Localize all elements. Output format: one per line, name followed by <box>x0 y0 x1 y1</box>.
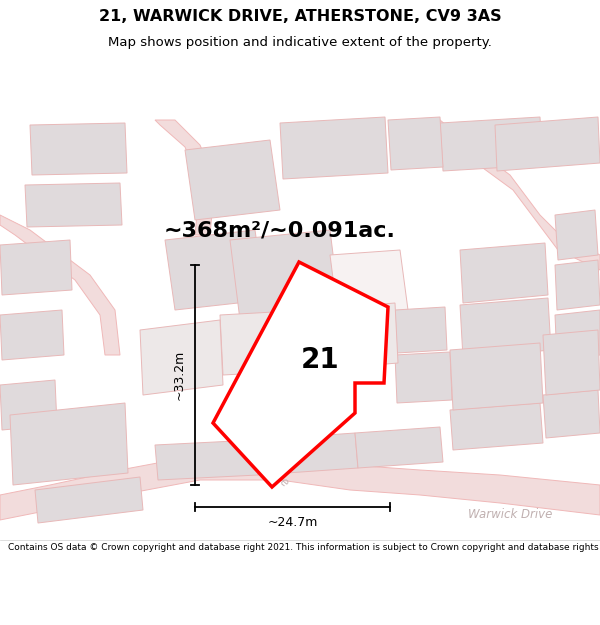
Text: ~33.2m: ~33.2m <box>173 350 185 400</box>
Polygon shape <box>220 310 313 375</box>
Text: ~368m²/~0.091ac.: ~368m²/~0.091ac. <box>164 220 396 240</box>
Polygon shape <box>555 210 598 260</box>
Polygon shape <box>0 240 72 295</box>
Text: 21: 21 <box>301 346 340 374</box>
Polygon shape <box>25 183 122 227</box>
Text: Warwick Drive: Warwick Drive <box>218 425 292 489</box>
Polygon shape <box>440 117 543 171</box>
Polygon shape <box>388 117 443 170</box>
Text: Contains OS data © Crown copyright and database right 2021. This information is : Contains OS data © Crown copyright and d… <box>8 542 600 551</box>
Polygon shape <box>555 310 600 360</box>
Polygon shape <box>543 390 600 438</box>
Polygon shape <box>460 243 548 303</box>
Polygon shape <box>0 310 64 360</box>
Text: Map shows position and indicative extent of the property.: Map shows position and indicative extent… <box>108 36 492 49</box>
Polygon shape <box>310 303 398 370</box>
Text: ~24.7m: ~24.7m <box>268 516 317 529</box>
Text: 21, WARWICK DRIVE, ATHERSTONE, CV9 3AS: 21, WARWICK DRIVE, ATHERSTONE, CV9 3AS <box>98 9 502 24</box>
Polygon shape <box>165 230 265 310</box>
Polygon shape <box>140 320 223 395</box>
Polygon shape <box>355 427 443 468</box>
Polygon shape <box>0 380 57 430</box>
Polygon shape <box>450 343 543 410</box>
Polygon shape <box>30 123 127 175</box>
Polygon shape <box>420 120 600 270</box>
Polygon shape <box>395 352 452 403</box>
Polygon shape <box>0 215 120 355</box>
Polygon shape <box>395 307 447 353</box>
Polygon shape <box>155 440 258 480</box>
Polygon shape <box>543 330 600 395</box>
Polygon shape <box>10 403 128 485</box>
Polygon shape <box>35 477 143 523</box>
Polygon shape <box>330 250 408 317</box>
Polygon shape <box>155 120 215 235</box>
Polygon shape <box>0 455 600 520</box>
Polygon shape <box>450 403 543 450</box>
Polygon shape <box>213 262 388 487</box>
Polygon shape <box>185 140 280 220</box>
Polygon shape <box>555 260 600 310</box>
Polygon shape <box>460 298 551 358</box>
Polygon shape <box>230 230 340 320</box>
Polygon shape <box>280 117 388 179</box>
Polygon shape <box>255 433 358 475</box>
Polygon shape <box>495 117 600 171</box>
Text: Warwick Drive: Warwick Drive <box>468 509 552 521</box>
